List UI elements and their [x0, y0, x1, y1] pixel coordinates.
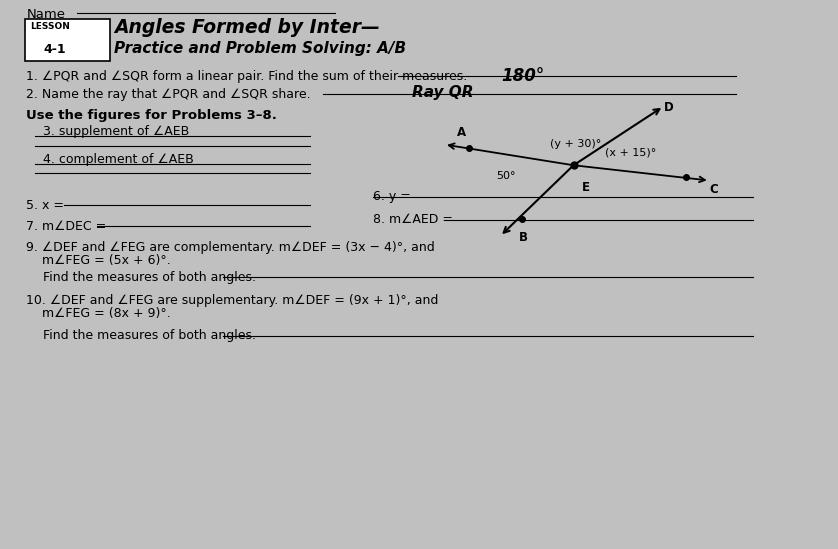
Text: 9. ∠DEF and ∠FEG are complementary. m∠DEF = (3x − 4)°, and: 9. ∠DEF and ∠FEG are complementary. m∠DE…	[27, 240, 435, 254]
Text: 7. m∠DEC =: 7. m∠DEC =	[27, 220, 106, 233]
FancyBboxPatch shape	[25, 19, 110, 61]
Text: 4. complement of ∠AEB: 4. complement of ∠AEB	[43, 153, 194, 166]
Text: Angles Formed by Inter—: Angles Formed by Inter—	[114, 18, 380, 37]
Text: Find the measures of both angles.: Find the measures of both angles.	[43, 329, 256, 342]
Text: 6. y =: 6. y =	[373, 190, 411, 203]
Text: 4-1: 4-1	[43, 43, 65, 56]
Text: 2. Name the ray that ∠PQR and ∠SQR share.: 2. Name the ray that ∠PQR and ∠SQR share…	[27, 88, 311, 100]
Text: Use the figures for Problems 3–8.: Use the figures for Problems 3–8.	[27, 109, 277, 122]
Text: B: B	[520, 231, 528, 244]
Text: 50°: 50°	[497, 171, 516, 181]
Text: m∠FEG = (5x + 6)°.: m∠FEG = (5x + 6)°.	[27, 254, 171, 267]
Text: 1. ∠PQR and ∠SQR form a linear pair. Find the sum of their measures.: 1. ∠PQR and ∠SQR form a linear pair. Fin…	[27, 70, 468, 83]
Text: m∠FEG = (8x + 9)°.: m∠FEG = (8x + 9)°.	[27, 307, 171, 320]
Text: 8. m∠AED =: 8. m∠AED =	[373, 213, 453, 226]
Text: Name: Name	[27, 8, 65, 21]
Text: Ray QR: Ray QR	[412, 85, 473, 100]
Text: E: E	[582, 181, 590, 194]
Text: 10. ∠DEF and ∠FEG are supplementary. m∠DEF = (9x + 1)°, and: 10. ∠DEF and ∠FEG are supplementary. m∠D…	[27, 294, 439, 307]
Text: 3. supplement of ∠AEB: 3. supplement of ∠AEB	[43, 125, 189, 138]
Text: 180°: 180°	[501, 68, 544, 86]
Text: C: C	[710, 183, 718, 197]
Text: Find the measures of both angles.: Find the measures of both angles.	[43, 271, 256, 284]
Text: LESSON: LESSON	[30, 21, 70, 31]
Text: D: D	[664, 101, 674, 114]
Text: Practice and Problem Solving: A/B: Practice and Problem Solving: A/B	[114, 41, 406, 55]
Text: (y + 30)°: (y + 30)°	[550, 139, 602, 149]
Text: 5. x =: 5. x =	[27, 199, 65, 212]
Text: (x + 15)°: (x + 15)°	[605, 148, 656, 158]
Text: A: A	[457, 126, 466, 139]
